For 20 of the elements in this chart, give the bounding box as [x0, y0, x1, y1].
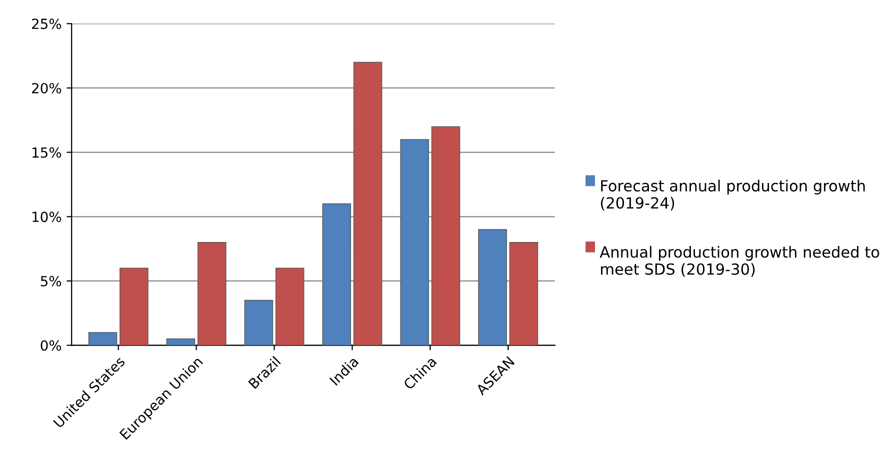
bar [198, 242, 226, 346]
y-tick-label: 5% [40, 276, 62, 286]
bar [88, 332, 118, 346]
y-tick-label: 20% [32, 82, 62, 94]
bar [120, 268, 148, 346]
y-tick-label: 0% [40, 340, 62, 351]
bar [400, 139, 429, 346]
bar [431, 126, 460, 346]
bar [322, 203, 352, 346]
legend-label: Annual production growth needed to meet SDS (2019-30) [600, 246, 880, 277]
bar [275, 268, 304, 346]
bar [244, 300, 274, 346]
y-tick-label: 15% [32, 147, 62, 158]
bar [353, 62, 382, 346]
legend-label: Forecast annual production growth (2019-24) [600, 180, 865, 210]
bar [166, 338, 196, 346]
y-tick-label: 25% [32, 18, 62, 30]
bar [478, 229, 507, 346]
bar [509, 242, 538, 346]
y-tick-label: 10% [32, 212, 62, 222]
